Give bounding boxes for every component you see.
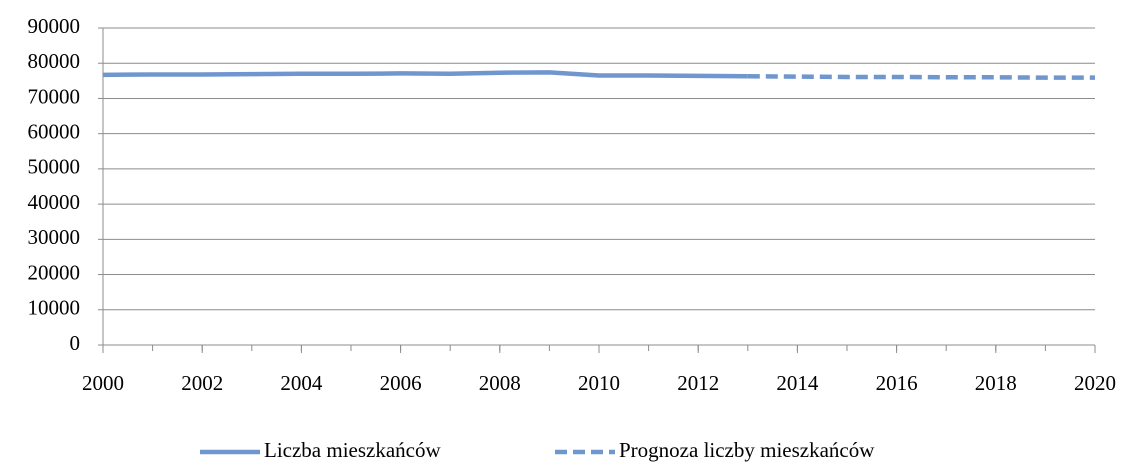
x-tick-label: 2014 bbox=[776, 371, 819, 395]
series-line bbox=[747, 74, 1095, 80]
legend-label: Prognoza liczby mieszkańców bbox=[619, 438, 875, 462]
x-tick-label: 2008 bbox=[479, 371, 521, 395]
y-tick-label: 50000 bbox=[28, 155, 81, 179]
x-tick-label: 2006 bbox=[380, 371, 422, 395]
y-tick-label: 90000 bbox=[28, 14, 81, 38]
x-tick-label: 2016 bbox=[876, 371, 918, 395]
x-tick-label: 2020 bbox=[1074, 371, 1116, 395]
y-tick-label: 40000 bbox=[28, 190, 81, 214]
y-tick-label: 80000 bbox=[28, 49, 81, 73]
y-tick-label: 60000 bbox=[28, 119, 81, 143]
x-tick-label: 2010 bbox=[578, 371, 620, 395]
x-tick-label: 2004 bbox=[280, 371, 323, 395]
y-tick-label: 70000 bbox=[28, 84, 81, 108]
y-tick-label: 30000 bbox=[28, 225, 81, 249]
x-tick-label: 2002 bbox=[181, 371, 223, 395]
x-tick-label: 2000 bbox=[82, 371, 124, 395]
y-tick-label: 0 bbox=[70, 331, 81, 355]
y-tick-label: 10000 bbox=[28, 296, 81, 320]
legend-label: Liczba mieszkańców bbox=[264, 438, 441, 462]
x-tick-label: 2018 bbox=[975, 371, 1017, 395]
y-tick-label: 20000 bbox=[28, 260, 81, 284]
series-line bbox=[102, 70, 748, 79]
x-tick-label: 2012 bbox=[677, 371, 719, 395]
